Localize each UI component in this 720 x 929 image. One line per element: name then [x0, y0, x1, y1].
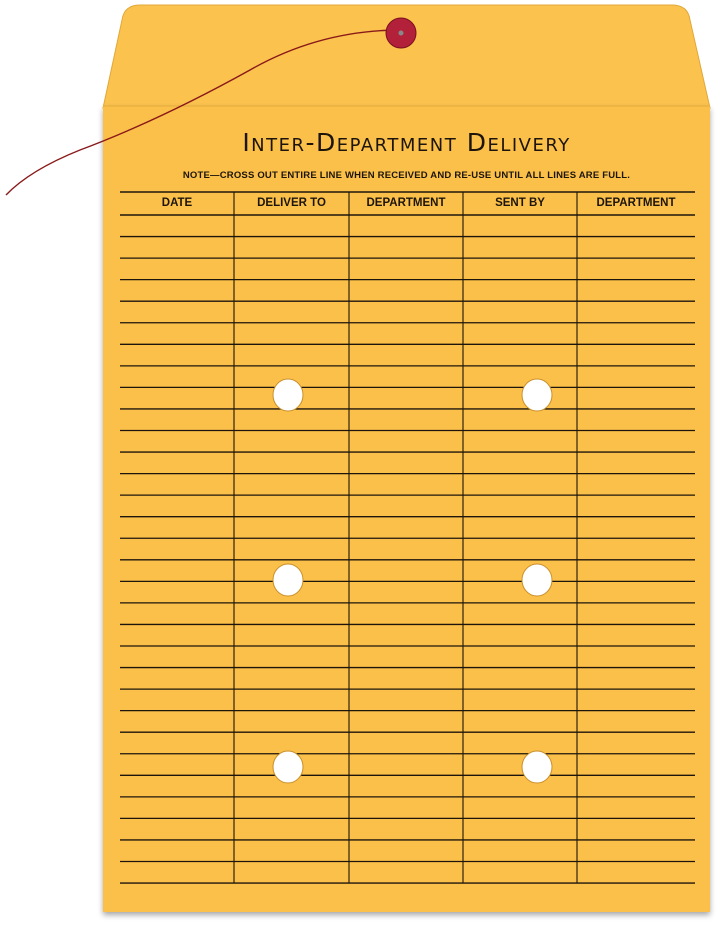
button-rivet-icon [398, 30, 404, 36]
see-through-hole [272, 378, 304, 412]
see-through-holes [272, 378, 553, 784]
column-header-deliver-to: DELIVER TO [257, 197, 326, 209]
envelope-flap[interactable] [102, 4, 711, 109]
see-through-hole [521, 563, 553, 597]
routing-table-grid [120, 191, 695, 884]
see-through-hole [521, 378, 553, 412]
form-note: NOTE—CROSS OUT ENTIRE LINE WHEN RECEIVED… [182, 170, 631, 181]
see-through-hole [521, 750, 553, 784]
envelope-body [103, 106, 710, 912]
column-header-department: DEPARTMENT [366, 197, 446, 209]
see-through-hole [272, 563, 304, 597]
column-header-date: DATE [161, 197, 193, 209]
see-through-hole [272, 750, 304, 784]
column-header-sent-by: SENT BY [495, 197, 545, 209]
form-title: Inter-Department Delivery [242, 128, 571, 157]
column-header-department-2: DEPARTMENT [596, 197, 676, 209]
string-tie[interactable] [5, 29, 402, 196]
